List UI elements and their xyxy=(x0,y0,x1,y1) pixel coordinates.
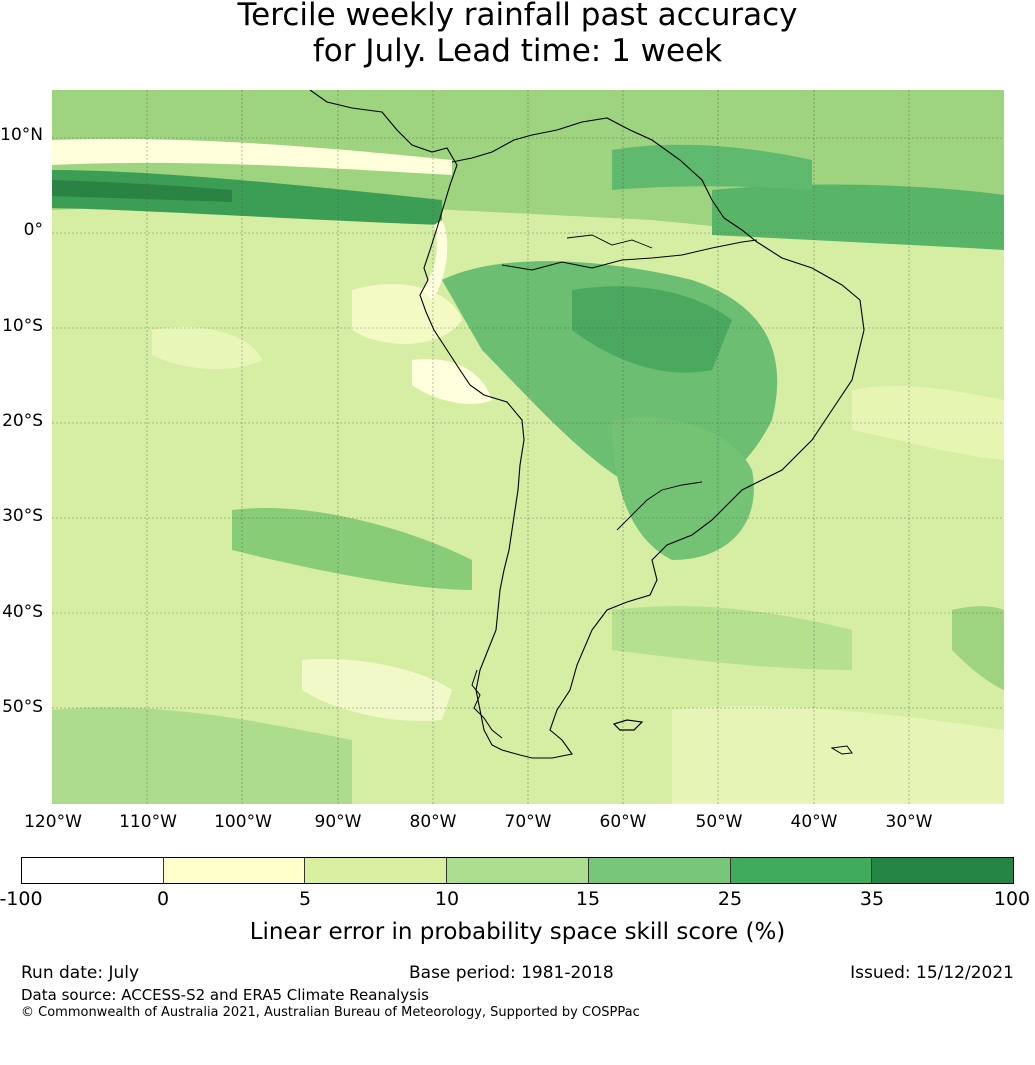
skill-score-map xyxy=(52,90,1004,804)
amazon-river xyxy=(501,239,758,271)
colorbar-segment xyxy=(163,858,306,883)
lat-label-20s: 20°S xyxy=(2,411,43,431)
coastline xyxy=(309,90,865,759)
colorbar-segment xyxy=(872,858,1014,883)
map-canvas xyxy=(52,90,1004,804)
lon-label-90w: 90°W xyxy=(314,812,362,832)
colorbar-tick: 100 xyxy=(993,888,1031,910)
lon-label-110w: 110°W xyxy=(119,812,177,832)
lon-label-50w: 50°W xyxy=(695,812,743,832)
colorbar-segment xyxy=(22,858,164,883)
lon-label-80w: 80°W xyxy=(409,812,457,832)
copyright: © Commonwealth of Australia 2021, Austra… xyxy=(21,1005,640,1020)
colorbar-segment xyxy=(730,858,873,883)
lat-label-0: 0° xyxy=(23,220,43,240)
data-source: Data source: ACCESS-S2 and ERA5 Climate … xyxy=(21,986,429,1004)
lat-label-50s: 50°S xyxy=(2,697,43,717)
run-date: Run date: July xyxy=(21,963,140,983)
dark-band xyxy=(52,170,442,225)
lon-label-30w: 30°W xyxy=(885,812,933,832)
colorbar-tick: 0 xyxy=(156,888,170,910)
colorbar xyxy=(21,857,1014,884)
lat-label-40s: 40°S xyxy=(2,602,43,622)
lat-label-10s: 10°S xyxy=(2,316,43,336)
colorbar-tick: 5 xyxy=(298,888,312,910)
lat-label-30s: 30°S xyxy=(2,506,43,526)
lon-label-40w: 40°W xyxy=(790,812,838,832)
colorbar-segment xyxy=(447,858,589,883)
lat-label-10n: 10°N xyxy=(0,125,43,145)
colorbar-tick: 35 xyxy=(859,888,885,910)
issued-date: Issued: 15/12/2021 xyxy=(850,963,1014,983)
falkland-islands xyxy=(612,719,644,731)
colorbar-tick: 10 xyxy=(434,888,460,910)
colorbar-segment xyxy=(588,858,731,883)
colorbar-tick: 25 xyxy=(717,888,743,910)
colorbar-tick: -100 xyxy=(0,888,43,910)
map-title-line-1: Tercile weekly rainfall past accuracy xyxy=(237,0,798,33)
lon-label-70w: 70°W xyxy=(504,812,552,832)
colorbar-segment xyxy=(305,858,448,883)
colorbar-tick: 15 xyxy=(575,888,601,910)
base-period: Base period: 1981-2018 xyxy=(409,963,614,983)
lon-label-120w: 120°W xyxy=(24,812,82,832)
lon-label-100w: 100°W xyxy=(214,812,272,832)
graticule xyxy=(52,90,1004,804)
light-band xyxy=(52,139,452,175)
colorbar-label: Linear error in probability space skill … xyxy=(249,919,786,945)
lon-label-60w: 60°W xyxy=(599,812,647,832)
skill-patches xyxy=(52,90,1004,804)
map-title-line-2: for July. Lead time: 1 week xyxy=(312,33,723,69)
